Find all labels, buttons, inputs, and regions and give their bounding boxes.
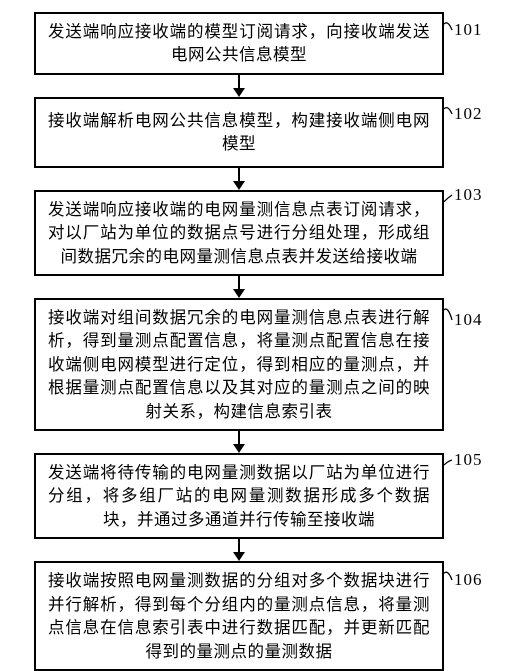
step-label: 106 <box>454 570 483 590</box>
flowchart-column: 发送端响应接收端的模型订阅请求，向接收端发送电网公共信息模型 接收端解析电网公共… <box>34 12 444 671</box>
flow-arrow <box>34 75 444 97</box>
flow-step: 发送端响应接收端的电网量测信息点表订阅请求，对以厂站为单位的数据点号进行分组处理… <box>34 190 444 276</box>
flow-arrow <box>34 539 444 561</box>
flow-arrow <box>34 276 444 298</box>
step-label: 101 <box>454 20 483 40</box>
flow-step: 接收端按照电网量测数据的分组对多个数据块进行并行解析，得到每个分组内的量测点信息… <box>34 561 444 671</box>
step-label: 105 <box>454 450 483 470</box>
step-label: 104 <box>454 310 483 330</box>
flow-step: 发送端将待传输的电网量测数据以厂站为单位进行分组，将多组厂站的电网量测数据形成多… <box>34 453 444 539</box>
step-label: 102 <box>454 104 483 124</box>
step-label: 103 <box>454 185 483 205</box>
flow-step: 接收端对组间数据冗余的电网量测信息点表进行解析，得到量测点配置信息，将量测点配置… <box>34 298 444 431</box>
flow-arrow <box>34 431 444 453</box>
flow-step: 发送端响应接收端的模型订阅请求，向接收端发送电网公共信息模型 <box>34 12 444 75</box>
flow-arrow <box>34 168 444 190</box>
flow-step: 接收端解析电网公共信息模型，构建接收端侧电网模型 <box>34 97 444 168</box>
